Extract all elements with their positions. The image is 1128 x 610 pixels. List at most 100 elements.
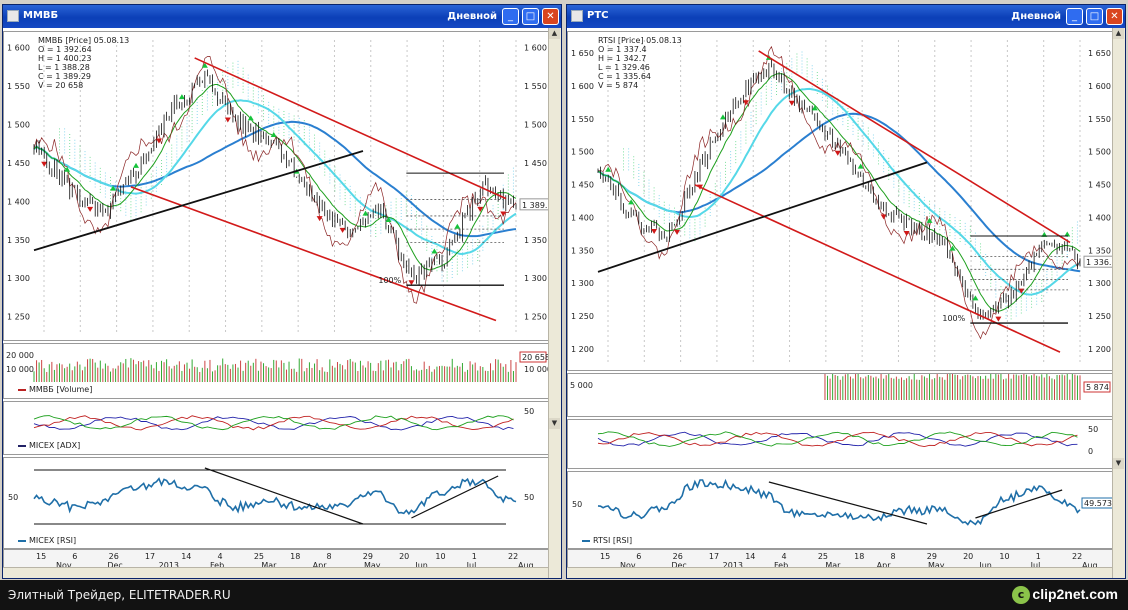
scroll-up-icon[interactable]: ▲ (1113, 28, 1124, 39)
volume-pane[interactable]: 20 000 10 000 10 000 20 658 MMBБ [Volume] (3, 343, 550, 399)
price-pane[interactable]: 1 650 1 650 1 600 1 600 1 550 1 550 1 500 1 500… (567, 31, 1114, 371)
x-month-label: 2013 (159, 561, 179, 570)
window-titlebar[interactable]: РТС Дневной _ □ ✕ (567, 5, 1125, 28)
y-tick-label: 1 500 (7, 121, 30, 130)
ma-mid-line (597, 87, 1081, 296)
fib-100-label: 100% (378, 276, 401, 285)
vertical-scrollbar[interactable]: ▲ ▼ (1112, 28, 1125, 578)
chart-window-rts: РТС Дневной _ □ ✕ 1 650 1 650 1 600 1 600 1 … (566, 4, 1126, 579)
up-signal-marker (385, 217, 392, 223)
horizontal-scrollbar[interactable] (3, 567, 549, 578)
y-tick-label-right: 1 250 (524, 313, 547, 322)
scroll-up-icon[interactable]: ▲ (549, 28, 560, 39)
x-month-label: Apr (313, 561, 328, 570)
rsi-chart: 50 50 (8, 467, 534, 525)
volume-tick-label: 5 000 (570, 381, 593, 390)
scroll-down-icon[interactable]: ▼ (1113, 458, 1124, 469)
x-tick-label: 15 (600, 552, 610, 561)
info-open: O = 1 392.64 (38, 45, 92, 54)
rsi-series-name: MICEX [RSI] (29, 536, 77, 545)
info-close: C = 1 389.29 (38, 72, 91, 81)
x-month-label: Feb (774, 561, 788, 570)
down-signal-marker (903, 231, 910, 237)
rsi-pane[interactable]: 505049.573919 RTSI [RSI] (567, 471, 1114, 549)
x-tick-label: 8 (890, 552, 895, 561)
up-signal-marker (431, 248, 438, 254)
up-signal-marker (719, 114, 726, 120)
adx-series-label: MICEX [ADX] (18, 441, 80, 450)
period-label[interactable]: Дневной (1011, 11, 1061, 22)
x-tick-label: 29 (363, 552, 373, 561)
period-label[interactable]: Дневной (447, 11, 497, 22)
close-button[interactable]: ✕ (542, 8, 559, 25)
up-signal-marker (133, 162, 140, 168)
down-signal-marker (41, 161, 48, 167)
y-tick-label: 1 200 (571, 345, 594, 354)
adx-chart: 50 0 (597, 425, 1098, 456)
y-tick-label: 1 300 (571, 279, 594, 288)
y-tick-label-right: 1 300 (1088, 279, 1111, 288)
y-tick-label: 1 650 (571, 49, 594, 58)
y-tick-label: 1 250 (7, 313, 30, 322)
minimize-button[interactable]: _ (502, 8, 519, 25)
x-tick-label: 25 (254, 552, 264, 561)
footer-bar: Элитный Трейдер, ELITETRADER.RU c clip2n… (0, 580, 1128, 610)
up-signal-marker (628, 199, 635, 205)
adx-line (33, 415, 514, 431)
down-signal-marker (477, 206, 484, 212)
x-month-label: Nov (620, 561, 636, 570)
y-tick-label: 1 350 (571, 246, 594, 255)
window-icon (7, 10, 19, 22)
maximize-button[interactable]: □ (522, 8, 539, 25)
y-tick-label-right: 1 200 (1088, 345, 1111, 354)
price-pane[interactable]: 1 600 1 600 1 550 1 550 1 500 1 500 1 450 1 450… (3, 31, 550, 341)
down-signal-marker (316, 216, 323, 222)
series-swatch (582, 539, 590, 542)
adx-line (33, 415, 514, 431)
rsi-pane[interactable]: 50 50 MICEX [RSI] (3, 457, 549, 549)
x-tick-label: 20 (963, 552, 973, 561)
x-tick-label: 29 (927, 552, 937, 561)
up-signal-marker (1064, 231, 1071, 237)
window-titlebar[interactable]: ММВБ Дневной _ □ ✕ (3, 5, 561, 28)
rsi-trend-line (411, 475, 499, 519)
last-price-label: 1 389.29 (522, 201, 550, 210)
down-signal-marker (408, 280, 415, 286)
volume-pane[interactable]: 5 000 5 874 (567, 373, 1113, 417)
x-tick-label: 26 (109, 552, 119, 561)
x-tick-label: 26 (673, 552, 683, 561)
x-month-label: 2013 (723, 561, 743, 570)
volume-chart: 20 000 10 000 10 000 20 658 (6, 351, 550, 382)
down-signal-marker (742, 100, 749, 106)
x-month-label: Aug (1082, 561, 1098, 570)
x-tick-label: 25 (818, 552, 828, 561)
y-tick-label-right: 1 500 (1088, 148, 1111, 157)
vertical-scrollbar[interactable]: ▲ ▼ (548, 28, 561, 578)
y-tick-label: 1 500 (571, 148, 594, 157)
rsi-trend-line (975, 489, 1063, 519)
x-tick-label: 8 (326, 552, 331, 561)
horizontal-scrollbar[interactable] (567, 567, 1113, 578)
maximize-button[interactable]: □ (1086, 8, 1103, 25)
adx-line (597, 431, 1078, 447)
lagging-line (33, 55, 517, 304)
date-axis: 15 6 26 17 14 4 25 18 8 29 20 10 1 22 Nov Dec 2013 Feb Mar… (3, 549, 549, 571)
x-tick-label: 14 (181, 552, 191, 561)
y-tick-label: 1 400 (571, 213, 594, 222)
adx-pane[interactable]: 50 MICEX [ADX] (3, 401, 549, 455)
minimize-button[interactable]: _ (1066, 8, 1083, 25)
fib-100-label: 100% (942, 314, 965, 323)
adx-line (597, 431, 1078, 447)
adx-line (33, 415, 514, 431)
rsi-series-label: MICEX [RSI] (18, 536, 76, 545)
down-signal-marker (155, 138, 162, 144)
up-signal-marker (270, 131, 277, 137)
x-tick-label: 6 (636, 552, 641, 561)
adx-pane[interactable]: 50 0 (567, 419, 1113, 469)
close-button[interactable]: ✕ (1106, 8, 1123, 25)
x-tick-label: 20 (399, 552, 409, 561)
scroll-down-icon[interactable]: ▼ (549, 418, 560, 429)
x-tick-label: 6 (72, 552, 77, 561)
volume-value-box (1083, 381, 1111, 393)
x-tick-label: 4 (218, 552, 223, 561)
